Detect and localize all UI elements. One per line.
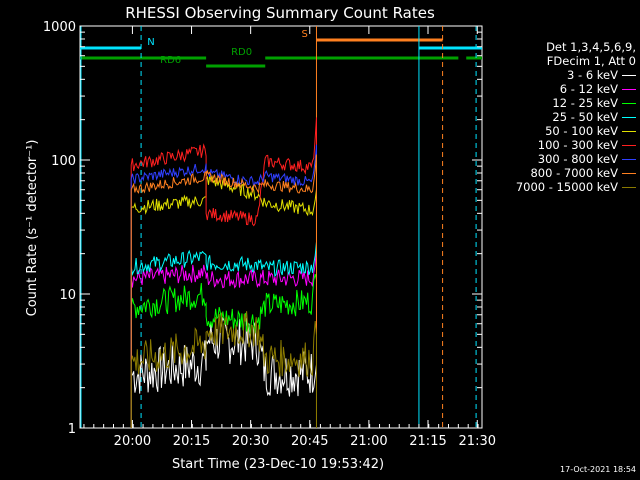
series-line-7 xyxy=(130,154,317,428)
x-axis-label: Start Time (23-Dec-10 19:53:42) xyxy=(172,457,384,472)
timestamp: 17-Oct-2021 18:54 xyxy=(560,465,636,474)
y-tick-label: 1 xyxy=(68,422,76,437)
x-tick-label: 21:30 xyxy=(459,434,496,449)
flag-label-s: S xyxy=(301,29,307,40)
legend-swatch xyxy=(622,173,636,174)
legend-swatch xyxy=(622,75,636,76)
legend-swatch xyxy=(622,89,636,90)
legend-label: 25 - 50 keV xyxy=(552,110,618,124)
legend-header-2: FDecim 1, Att 0 xyxy=(546,54,636,68)
legend-items: 3 - 6 keV 6 - 12 keV 12 - 25 keV 25 - 50 ke… xyxy=(466,68,636,194)
legend-item: 300 - 800 keV xyxy=(466,152,636,166)
series-group xyxy=(130,117,317,428)
x-tick-label: 20:00 xyxy=(114,434,151,449)
flag-label-rd0: RD0 xyxy=(231,47,252,58)
flag-label-n: N xyxy=(147,37,154,48)
series-line-2 xyxy=(130,273,317,428)
y-ticks: 1 10 100 1000 xyxy=(43,20,482,437)
x-tick-label: 21:15 xyxy=(409,434,446,449)
legend-swatch xyxy=(622,145,636,146)
y-tick-label: 100 xyxy=(51,154,76,169)
legend-label: 3 - 6 keV xyxy=(567,68,618,82)
legend-item: 6 - 12 keV xyxy=(466,82,636,96)
x-tick-label: 20:30 xyxy=(232,434,269,449)
legend-item: 800 - 7000 keV xyxy=(466,166,636,180)
series-line-5 xyxy=(130,117,317,428)
flag-label-rd6: RD6 xyxy=(160,55,181,66)
series-line-1 xyxy=(130,244,317,428)
legend-label: 100 - 300 keV xyxy=(537,138,618,152)
legend-item: 25 - 50 keV xyxy=(466,110,636,124)
y-tick-label: 10 xyxy=(59,288,76,303)
legend-item: 3 - 6 keV xyxy=(466,68,636,82)
legend-item: 12 - 25 keV xyxy=(466,96,636,110)
x-ticks: 20:00 20:15 20:30 20:45 21:00 21:15 21:30 xyxy=(83,26,496,449)
flag-bars: N S RD0 RD6 xyxy=(80,29,482,68)
legend-item: 100 - 300 keV xyxy=(466,138,636,152)
legend-label: 800 - 7000 keV xyxy=(530,166,618,180)
x-tick-label: 20:45 xyxy=(291,434,328,449)
legend-swatch xyxy=(622,187,636,188)
legend-swatch xyxy=(622,159,636,160)
legend-swatch xyxy=(622,117,636,118)
y-axis-label: Count Rate (s⁻¹ detector⁻¹) xyxy=(25,140,40,317)
legend-swatch xyxy=(622,131,636,132)
legend-label: 7000 - 15000 keV xyxy=(515,180,618,194)
legend-label: 300 - 800 keV xyxy=(537,152,618,166)
legend: Det 1,3,4,5,6,9, FDecim 1, Att 0 3 - 6 k… xyxy=(466,40,636,194)
series-line-8 xyxy=(130,311,317,428)
series-line-3 xyxy=(130,241,317,428)
legend-label: 12 - 25 keV xyxy=(552,96,618,110)
chart-title: RHESSI Observing Summary Count Rates xyxy=(125,4,435,22)
legend-label: 6 - 12 keV xyxy=(559,82,618,96)
legend-header-1: Det 1,3,4,5,6,9, xyxy=(546,40,636,54)
legend-swatch xyxy=(622,103,636,104)
series-line-0 xyxy=(130,316,317,428)
x-tick-label: 20:15 xyxy=(173,434,210,449)
legend-item: 7000 - 15000 keV xyxy=(466,180,636,194)
series-line-6 xyxy=(130,144,317,428)
legend-label: 50 - 100 keV xyxy=(545,124,618,138)
x-tick-label: 21:00 xyxy=(350,434,387,449)
y-tick-label: 1000 xyxy=(43,20,76,35)
legend-item: 50 - 100 keV xyxy=(466,124,636,138)
